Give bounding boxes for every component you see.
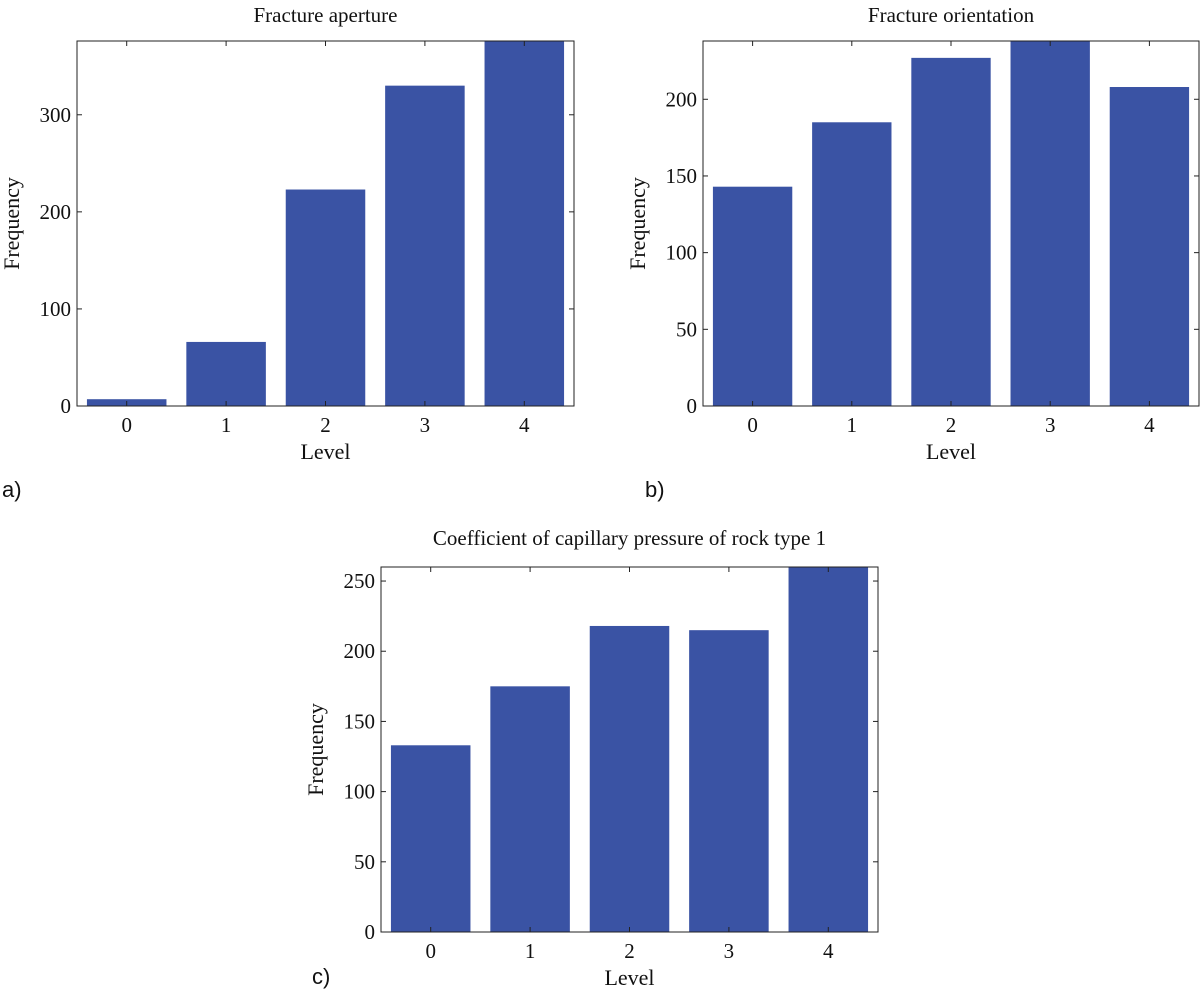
bar	[589, 625, 670, 932]
y-tick-label: 150	[344, 709, 376, 733]
bar	[911, 57, 991, 406]
y-tick-label: 100	[666, 241, 698, 265]
bar	[484, 41, 565, 406]
x-tick-label: 2	[946, 413, 957, 437]
bar	[812, 122, 892, 407]
y-axis-label: Frequency	[303, 703, 328, 796]
y-tick-label: 200	[344, 639, 376, 663]
bar	[186, 341, 266, 406]
bar	[788, 567, 869, 932]
y-tick-label: 200	[40, 200, 72, 224]
y-axis-label: Frequency	[625, 177, 650, 270]
y-tick-label: 50	[354, 850, 375, 874]
x-tick-label: 3	[1045, 413, 1056, 437]
chart-title: Fracture orientation	[868, 3, 1035, 27]
chart-title: Fracture aperture	[254, 3, 398, 27]
bar	[1010, 41, 1090, 406]
y-tick-label: 200	[666, 87, 698, 111]
x-axis-label: Level	[300, 439, 350, 464]
x-tick-label: 2	[624, 939, 635, 963]
x-tick-label: 4	[519, 413, 530, 437]
x-tick-label: 0	[747, 413, 758, 437]
x-tick-label: 4	[1144, 413, 1155, 437]
x-tick-label: 1	[525, 939, 536, 963]
y-tick-label: 100	[40, 297, 72, 321]
bar	[689, 630, 769, 932]
panel-label: a)	[2, 477, 22, 502]
panel-label: c)	[312, 964, 330, 989]
x-tick-label: 2	[320, 413, 331, 437]
bar	[490, 686, 570, 932]
x-tick-label: 0	[425, 939, 436, 963]
y-tick-label: 250	[344, 569, 376, 593]
y-tick-label: 0	[61, 394, 72, 418]
x-axis-label: Level	[926, 439, 976, 464]
x-tick-label: 3	[420, 413, 431, 437]
y-tick-label: 100	[344, 780, 376, 804]
chart-title: Coefficient of capillary pressure of roc…	[433, 526, 826, 550]
y-tick-label: 150	[666, 164, 698, 188]
y-tick-label: 0	[365, 920, 376, 944]
x-tick-label: 3	[724, 939, 735, 963]
bar	[712, 186, 793, 406]
y-tick-label: 50	[676, 317, 697, 341]
x-tick-label: 4	[823, 939, 834, 963]
panel-label: b)	[645, 477, 665, 502]
y-tick-label: 0	[687, 394, 698, 418]
x-axis-label: Level	[604, 965, 654, 990]
y-tick-label: 300	[40, 103, 72, 127]
bar	[390, 745, 471, 932]
bar	[385, 85, 465, 406]
x-tick-label: 1	[847, 413, 858, 437]
bar	[285, 189, 366, 406]
x-tick-label: 1	[221, 413, 232, 437]
y-axis-label: Frequency	[0, 177, 24, 270]
bar	[1109, 87, 1190, 407]
x-tick-label: 0	[121, 413, 132, 437]
